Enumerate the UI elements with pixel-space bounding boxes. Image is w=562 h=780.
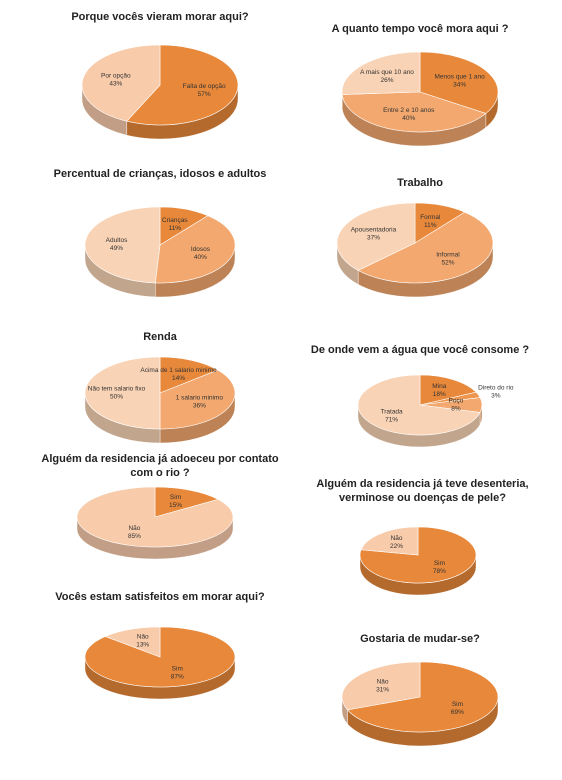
- slice: [84, 356, 161, 430]
- chart-title: Percentual de crianças, idosos e adultos: [53, 168, 267, 180]
- slice-label: Formal: [420, 214, 441, 221]
- slice-value: 31%: [376, 686, 389, 693]
- slice: [84, 206, 161, 284]
- slice-value: 50%: [110, 394, 123, 401]
- slice-value: 13%: [136, 642, 149, 649]
- slice: [419, 374, 477, 406]
- slice-label: Não: [391, 535, 403, 542]
- slice-label: Sim: [170, 494, 181, 501]
- slice-label: Sim: [452, 701, 463, 708]
- slice-label: Entre 2 e 10 anos: [383, 107, 435, 114]
- slice-label: Mina: [432, 383, 446, 390]
- slice: [341, 661, 421, 711]
- slice: [81, 44, 161, 122]
- slice: [357, 374, 481, 436]
- slice-label: Não tem salario fixo: [88, 386, 146, 393]
- slice-value: 36%: [193, 403, 206, 410]
- chart-title: A quanto tempo você mora aqui ?: [331, 23, 509, 35]
- slice: [341, 91, 487, 133]
- slice: [159, 369, 236, 430]
- chart-title: Renda: [143, 331, 177, 343]
- slice-label: Menos que 1 ano: [435, 74, 486, 81]
- slice-label: Adultos: [106, 237, 128, 244]
- slice-label: Não: [137, 634, 149, 641]
- chart-title: Gostaria de mudar-se?: [360, 633, 480, 645]
- slice-label: Por opção: [101, 73, 131, 80]
- slice: [76, 486, 234, 548]
- slice-value: 34%: [453, 82, 466, 89]
- slice: [126, 44, 239, 126]
- slice: [104, 626, 161, 658]
- slice-value: 69%: [451, 709, 464, 716]
- slice-label: Poço: [449, 398, 464, 405]
- slice-value: 14%: [172, 375, 185, 382]
- slice-label: Sim: [172, 666, 183, 673]
- slice: [154, 486, 219, 518]
- slice-value: 11%: [168, 225, 181, 232]
- slice-value: 40%: [194, 254, 207, 261]
- chart-title: Alguém da residencia já adoeceu por cont…: [41, 453, 279, 479]
- slice: [360, 526, 419, 556]
- slice-value: 49%: [110, 245, 123, 252]
- slice-label: Crianças: [162, 217, 188, 224]
- slice: [336, 202, 416, 271]
- chart-title: Alguém da residencia já teve desenteria,…: [316, 478, 529, 504]
- slice-label: Informal: [436, 252, 460, 259]
- slice-label: Não: [128, 525, 140, 532]
- slice-value: 43%: [109, 81, 122, 88]
- slice-value: 26%: [381, 77, 394, 84]
- slice-value: 78%: [433, 568, 446, 575]
- slice-label: Não: [377, 678, 389, 685]
- slice-value: 57%: [198, 91, 211, 98]
- slice-label: Idosos: [191, 246, 211, 253]
- slice-value: 8%: [451, 406, 461, 413]
- slice: [346, 661, 499, 733]
- slice-value: 87%: [171, 674, 184, 681]
- chart-title: Vocês estam satisfeitos em morar aqui?: [55, 591, 265, 603]
- slice-value: 85%: [128, 533, 141, 540]
- slice-value: 52%: [441, 260, 454, 267]
- slice-label: Tratada: [381, 408, 404, 415]
- slice-value: 71%: [385, 416, 398, 423]
- slice-label: Falta de opção: [183, 83, 226, 90]
- slice: [357, 211, 494, 284]
- slice-value: 18%: [433, 391, 446, 398]
- chart-title: Trabalho: [397, 177, 443, 189]
- chart-title: De onde vem a água que você consome ?: [310, 344, 530, 356]
- slice-label: Sim: [434, 560, 445, 567]
- slice-value: 11%: [424, 222, 437, 229]
- slice: [154, 215, 236, 284]
- slice-label: Apousentadoria: [351, 227, 397, 234]
- slice-value: 37%: [367, 235, 380, 242]
- slice-label: Acima de 1 salario minimo: [140, 367, 217, 374]
- slice: [359, 526, 477, 584]
- slice-label: 1 salario minimo: [176, 395, 224, 402]
- slice-value: 40%: [402, 115, 415, 122]
- slice-value: 22%: [390, 543, 403, 550]
- slice-label: Direto do rio: [478, 385, 514, 392]
- slice: [159, 356, 219, 394]
- slice-label: A mais que 10 ano: [360, 69, 414, 76]
- slice-value: 3%: [491, 393, 501, 400]
- slice: [341, 51, 421, 95]
- slice-value: 15%: [169, 502, 182, 509]
- chart-title: Porque vocês vieram morar aqui?: [71, 11, 249, 23]
